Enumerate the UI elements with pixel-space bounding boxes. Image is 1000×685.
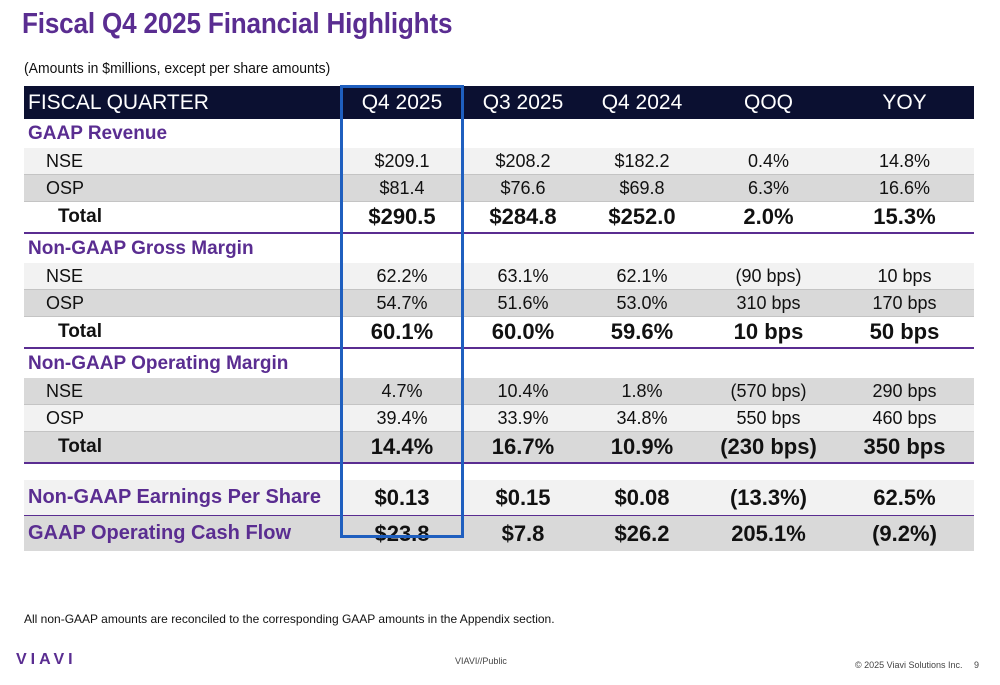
cell-yoy: 50 bps xyxy=(835,316,974,349)
cell-q4-2025: 62.2% xyxy=(340,263,464,290)
cell-q4-2024: 1.8% xyxy=(582,378,702,405)
row-label: OSP xyxy=(24,289,340,317)
row-label: NSE xyxy=(24,263,340,290)
spacer-row xyxy=(24,463,974,480)
cell-q4-2024: 59.6% xyxy=(582,316,702,349)
cell-q4-2024: 62.1% xyxy=(582,263,702,290)
cell-qoq: (13.3%) xyxy=(702,480,835,516)
financial-highlights-table: FISCAL QUARTER Q4 2025 Q3 2025 Q4 2024 Q… xyxy=(24,86,974,551)
cell-q4-2025: 39.4% xyxy=(340,404,464,432)
cell-q4-2025: 4.7% xyxy=(340,378,464,405)
column-header-q4-2025: Q4 2025 xyxy=(340,86,464,119)
cell-q4-2024: $252.0 xyxy=(582,201,702,234)
cell-qoq: (90 bps) xyxy=(702,263,835,290)
row-label: GAAP Operating Cash Flow xyxy=(24,515,340,551)
classification-label: VIAVI//Public xyxy=(455,656,507,666)
row-label: OSP xyxy=(24,404,340,432)
section-header-row: Non-GAAP Operating Margin xyxy=(24,348,974,378)
table-row: NSE 62.2% 63.1% 62.1% (90 bps) 10 bps xyxy=(24,263,974,290)
viavi-logo: VIAVI xyxy=(16,651,77,668)
cell-q4-2025: $290.5 xyxy=(340,201,464,234)
cell-yoy: 460 bps xyxy=(835,404,974,432)
footnote: All non-GAAP amounts are reconciled to t… xyxy=(24,612,555,626)
cell-yoy: 350 bps xyxy=(835,431,974,464)
table-row: NSE $209.1 $208.2 $182.2 0.4% 14.8% xyxy=(24,148,974,175)
cell-q4-2025: $23.8 xyxy=(340,515,464,551)
section-title-operating-margin: Non-GAAP Operating Margin xyxy=(24,348,974,378)
page-subtitle: (Amounts in $millions, except per share … xyxy=(24,60,331,77)
cell-q3-2025: 10.4% xyxy=(464,378,582,405)
page-number: 9 xyxy=(974,660,980,670)
section-header-row: GAAP Revenue xyxy=(24,119,974,148)
cell-q4-2024: 34.8% xyxy=(582,404,702,432)
column-header-qoq: QOQ xyxy=(702,86,835,119)
cell-q3-2025: $284.8 xyxy=(464,201,582,234)
row-label: Total xyxy=(24,431,340,464)
row-label: Total xyxy=(24,316,340,349)
table-row: NSE 4.7% 10.4% 1.8% (570 bps) 290 bps xyxy=(24,378,974,405)
cell-qoq: 0.4% xyxy=(702,148,835,175)
cell-q3-2025: $208.2 xyxy=(464,148,582,175)
page-title: Fiscal Q4 2025 Financial Highlights xyxy=(22,8,453,40)
cell-q3-2025: $76.6 xyxy=(464,174,582,202)
section-title-gaap-revenue: GAAP Revenue xyxy=(24,119,974,148)
row-label: NSE xyxy=(24,148,340,175)
cell-q4-2025: 60.1% xyxy=(340,316,464,349)
cell-qoq: 310 bps xyxy=(702,289,835,317)
table-row: OSP 39.4% 33.9% 34.8% 550 bps 460 bps xyxy=(24,404,974,432)
row-label: Non-GAAP Earnings Per Share xyxy=(24,480,340,516)
column-header-yoy: YOY xyxy=(835,86,974,119)
eps-row: Non-GAAP Earnings Per Share $0.13 $0.15 … xyxy=(24,480,974,516)
cell-qoq: (230 bps) xyxy=(702,431,835,464)
cell-yoy: 16.6% xyxy=(835,174,974,202)
cell-q4-2024: $182.2 xyxy=(582,148,702,175)
total-row: Total 14.4% 16.7% 10.9% (230 bps) 350 bp… xyxy=(24,431,974,464)
row-label: OSP xyxy=(24,174,340,202)
cell-qoq: 205.1% xyxy=(702,515,835,551)
cell-yoy: 62.5% xyxy=(835,480,974,516)
cell-q3-2025: 33.9% xyxy=(464,404,582,432)
cell-q4-2025: 14.4% xyxy=(340,431,464,464)
cell-yoy: 15.3% xyxy=(835,201,974,234)
cell-q4-2024: $26.2 xyxy=(582,515,702,551)
column-header-q3-2025: Q3 2025 xyxy=(464,86,582,119)
copyright-text: © 2025 Viavi Solutions Inc. xyxy=(855,660,963,670)
row-label: NSE xyxy=(24,378,340,405)
column-header-fiscal-quarter: FISCAL QUARTER xyxy=(24,86,340,119)
row-label: Total xyxy=(24,201,340,234)
cell-qoq: 10 bps xyxy=(702,316,835,349)
column-header-q4-2024: Q4 2024 xyxy=(582,86,702,119)
cell-q3-2025: 16.7% xyxy=(464,431,582,464)
cell-qoq: 2.0% xyxy=(702,201,835,234)
cell-qoq: 6.3% xyxy=(702,174,835,202)
cell-q4-2024: 10.9% xyxy=(582,431,702,464)
cell-q4-2025: $81.4 xyxy=(340,174,464,202)
cell-yoy: (9.2%) xyxy=(835,515,974,551)
cell-q3-2025: $0.15 xyxy=(464,480,582,516)
cell-yoy: 10 bps xyxy=(835,263,974,290)
cash-flow-row: GAAP Operating Cash Flow $23.8 $7.8 $26.… xyxy=(24,515,974,551)
cell-qoq: (570 bps) xyxy=(702,378,835,405)
cell-q3-2025: 63.1% xyxy=(464,263,582,290)
section-header-row: Non-GAAP Gross Margin xyxy=(24,233,974,263)
cell-yoy: 290 bps xyxy=(835,378,974,405)
cell-q4-2025: $0.13 xyxy=(340,480,464,516)
table-header-row: FISCAL QUARTER Q4 2025 Q3 2025 Q4 2024 Q… xyxy=(24,86,974,119)
cell-q4-2024: $0.08 xyxy=(582,480,702,516)
cell-q3-2025: $7.8 xyxy=(464,515,582,551)
cell-q4-2025: 54.7% xyxy=(340,289,464,317)
cell-q4-2024: 53.0% xyxy=(582,289,702,317)
total-row: Total $290.5 $284.8 $252.0 2.0% 15.3% xyxy=(24,201,974,234)
total-row: Total 60.1% 60.0% 59.6% 10 bps 50 bps xyxy=(24,316,974,349)
cell-qoq: 550 bps xyxy=(702,404,835,432)
cell-yoy: 14.8% xyxy=(835,148,974,175)
table-row: OSP $81.4 $76.6 $69.8 6.3% 16.6% xyxy=(24,174,974,202)
cell-q3-2025: 60.0% xyxy=(464,316,582,349)
cell-q3-2025: 51.6% xyxy=(464,289,582,317)
cell-yoy: 170 bps xyxy=(835,289,974,317)
cell-q4-2025: $209.1 xyxy=(340,148,464,175)
section-title-gross-margin: Non-GAAP Gross Margin xyxy=(24,233,974,263)
table-row: OSP 54.7% 51.6% 53.0% 310 bps 170 bps xyxy=(24,289,974,317)
cell-q4-2024: $69.8 xyxy=(582,174,702,202)
